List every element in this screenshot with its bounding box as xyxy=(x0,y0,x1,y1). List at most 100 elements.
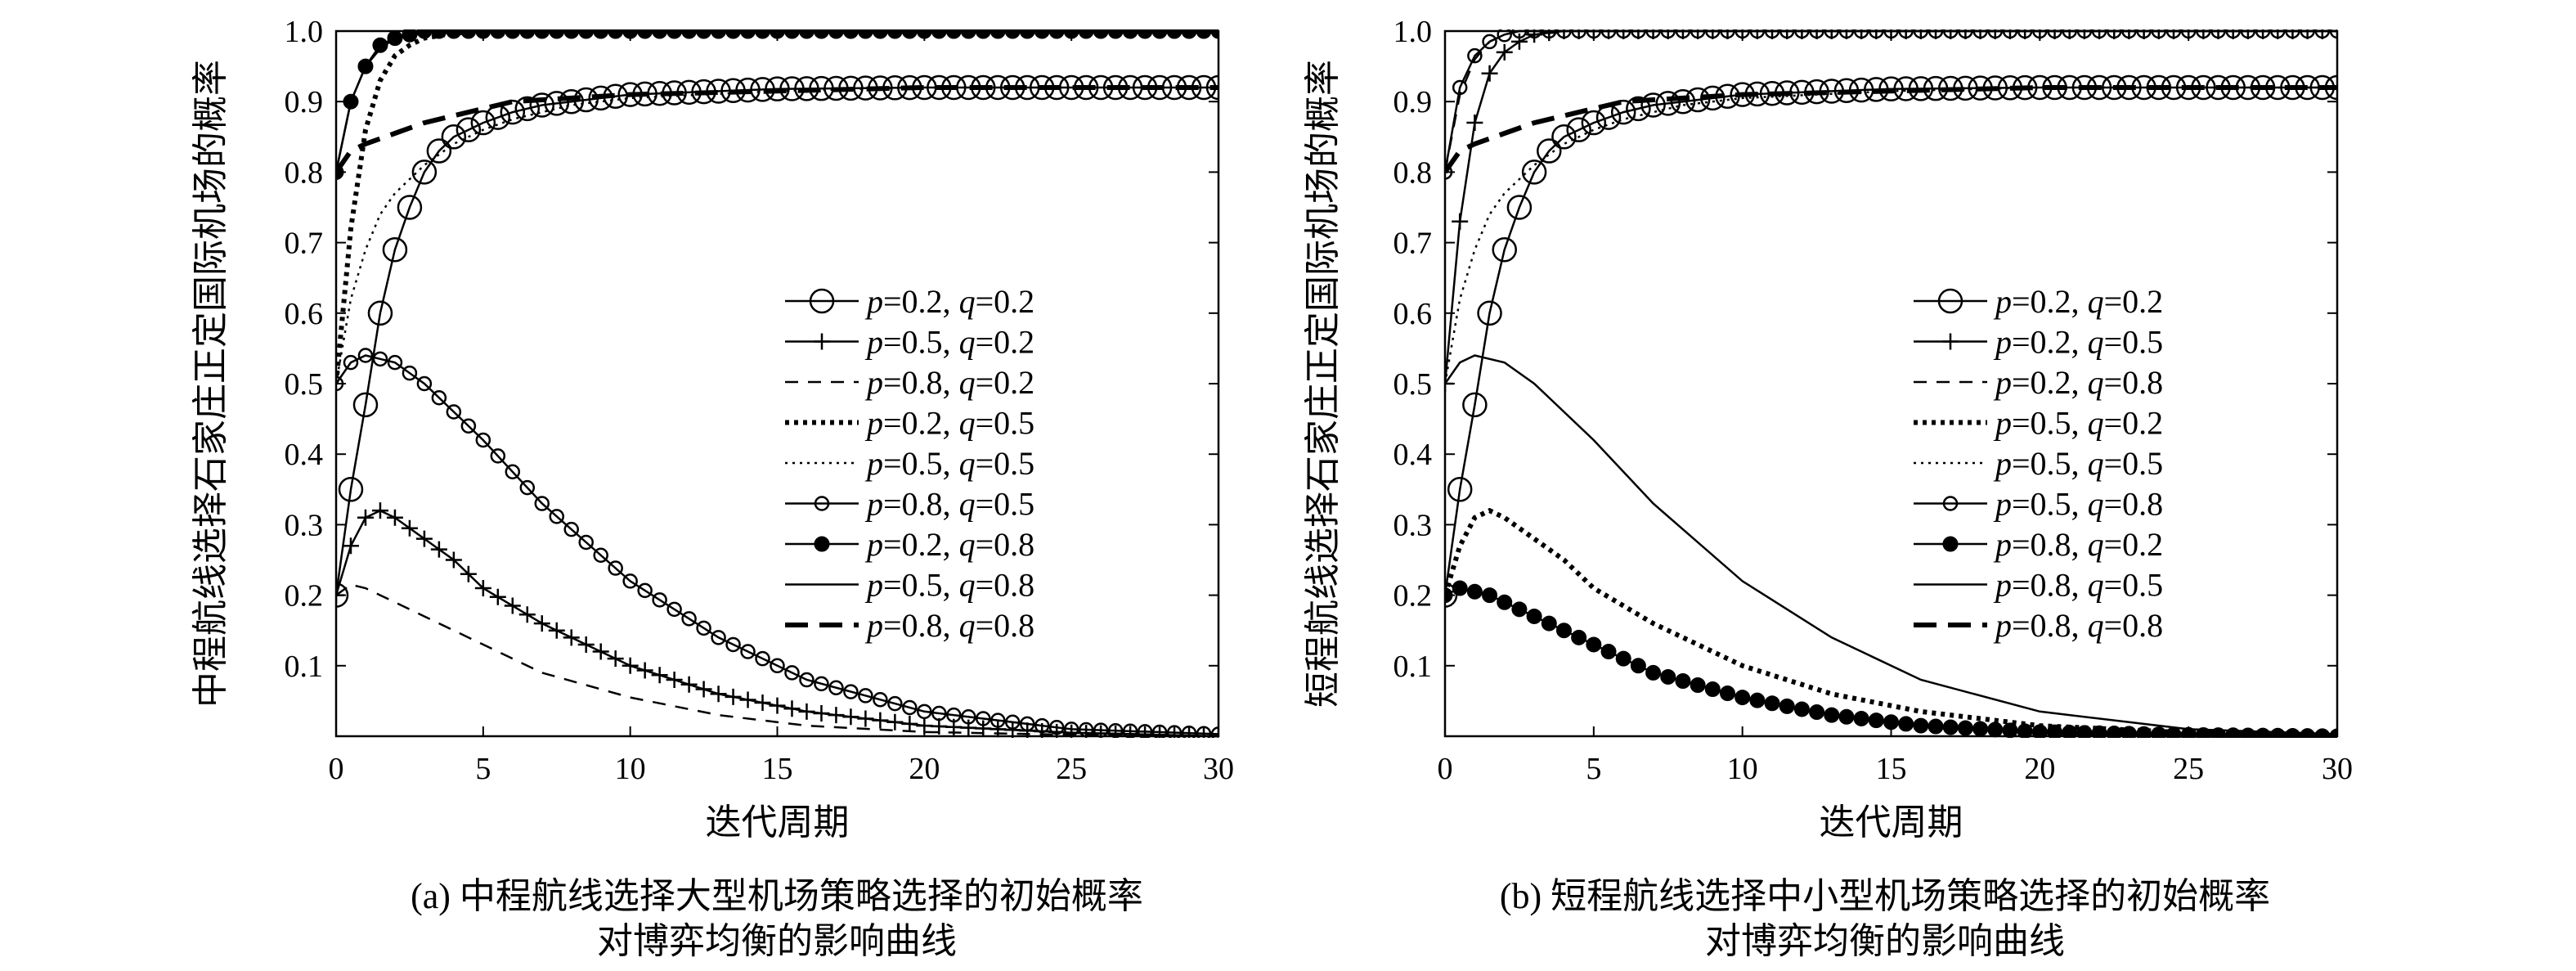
data-point xyxy=(1556,29,1572,39)
data-point xyxy=(460,418,477,434)
data-point xyxy=(828,707,845,724)
data-point xyxy=(1586,636,1602,653)
data-point xyxy=(990,713,1006,728)
series-6 xyxy=(336,29,1218,180)
data-point xyxy=(2329,29,2337,39)
data-point xyxy=(1883,714,1899,730)
series-line xyxy=(336,86,1218,384)
legend-label-part: q xyxy=(2088,607,2104,644)
legend-label-part: =0.2, xyxy=(2012,283,2088,320)
legend-label-part: q xyxy=(2088,364,2104,401)
data-point xyxy=(1566,117,1591,142)
data-point xyxy=(1749,692,1766,708)
data-point xyxy=(372,351,388,367)
legend-label-part: =0.5, xyxy=(883,445,959,482)
data-point xyxy=(711,630,726,645)
legend-label: p=0.5, q=0.8 xyxy=(1993,486,2163,523)
data-point xyxy=(2076,725,2093,738)
legend-label-part: =0.5 xyxy=(976,486,1035,523)
data-point xyxy=(1928,29,1944,39)
data-point xyxy=(769,697,786,714)
y-tick-label: 0.1 xyxy=(1393,650,1433,684)
data-point xyxy=(1555,623,1572,639)
data-point xyxy=(1019,716,1035,732)
x-tick-label: 20 xyxy=(909,752,940,786)
y-tick-label: 0.3 xyxy=(1393,508,1433,542)
x-tick-label: 25 xyxy=(2173,752,2204,786)
legend-label: p=0.5, q=0.8 xyxy=(864,567,1034,604)
data-point xyxy=(441,124,467,150)
series-line xyxy=(336,354,1218,735)
data-point xyxy=(2210,29,2226,39)
x-tick-label: 5 xyxy=(475,752,491,786)
data-point xyxy=(2062,725,2078,738)
series-line xyxy=(336,29,1218,384)
legend-label-part: =0.8, xyxy=(2012,526,2088,563)
legend-label-part: q xyxy=(2088,526,2104,563)
data-point xyxy=(666,672,683,689)
x-tick-label: 30 xyxy=(1203,752,1234,786)
data-point xyxy=(1764,695,1780,712)
legend-label-part: =0.8, xyxy=(2012,607,2088,644)
data-point xyxy=(710,686,727,703)
legend-label-part: =0.5 xyxy=(2104,567,2164,604)
legend-label-part: =0.2 xyxy=(976,364,1035,401)
data-point xyxy=(1735,29,1750,39)
y-axis-label: 中程航线选择石家庄正定国际机场的概率 xyxy=(191,60,231,708)
data-point xyxy=(1034,717,1050,734)
data-point xyxy=(1735,690,1751,706)
data-point xyxy=(490,448,506,464)
data-point xyxy=(2047,724,2063,738)
series-1 xyxy=(336,502,1218,738)
data-point xyxy=(415,530,433,547)
legend-marker xyxy=(1942,333,1959,350)
data-point xyxy=(1477,300,1502,326)
series-line xyxy=(336,29,1218,173)
data-point xyxy=(1537,138,1562,164)
data-point xyxy=(371,502,388,519)
legend-label-part: p xyxy=(1993,324,2012,361)
data-point xyxy=(1166,725,1183,738)
data-point xyxy=(1631,29,1646,39)
data-point xyxy=(1704,681,1721,698)
data-point xyxy=(1824,29,1840,39)
data-point xyxy=(666,601,682,618)
data-point xyxy=(739,691,756,708)
legend-label-part: p xyxy=(1993,405,2012,442)
x-tick-label: 30 xyxy=(2322,752,2353,786)
legend-label: p=0.2, q=0.5 xyxy=(864,405,1034,442)
x-tick-label: 0 xyxy=(1438,752,1453,786)
series-3 xyxy=(1445,507,2337,738)
data-point xyxy=(1122,723,1138,738)
data-point xyxy=(1615,29,1631,39)
x-tick-label: 10 xyxy=(615,752,646,786)
data-point xyxy=(916,717,933,735)
data-point xyxy=(577,636,595,653)
data-point xyxy=(2136,29,2152,39)
series-line xyxy=(1445,86,2337,384)
data-point xyxy=(563,629,580,646)
data-point xyxy=(2225,29,2241,39)
data-point xyxy=(416,29,433,39)
figure-caption-line: 对博弈均衡的影响曲线 xyxy=(597,921,957,961)
data-point xyxy=(1196,726,1212,738)
data-point xyxy=(1492,236,1517,263)
y-tick-label: 0.2 xyxy=(285,579,324,614)
data-point xyxy=(2047,29,2062,39)
legend-label-part: p xyxy=(1993,607,2012,644)
legend-label-part: q xyxy=(2088,486,2104,523)
data-point xyxy=(357,509,374,526)
data-point xyxy=(533,615,550,632)
data-point xyxy=(2196,29,2211,39)
data-point xyxy=(1675,672,1691,689)
data-point xyxy=(2017,29,2033,39)
data-point xyxy=(2136,726,2152,738)
data-point xyxy=(1630,658,1646,674)
data-point xyxy=(2314,728,2331,738)
legend-label-part: =0.5, xyxy=(2012,486,2088,523)
data-point xyxy=(1466,583,1483,600)
legend-label-part: =0.8 xyxy=(2104,364,2164,401)
y-axis-label: 短程航线选择石家庄正定国际机场的概率 xyxy=(1303,60,1343,708)
data-point xyxy=(1482,34,1497,50)
legend-label-part: =0.2 xyxy=(976,283,1035,320)
